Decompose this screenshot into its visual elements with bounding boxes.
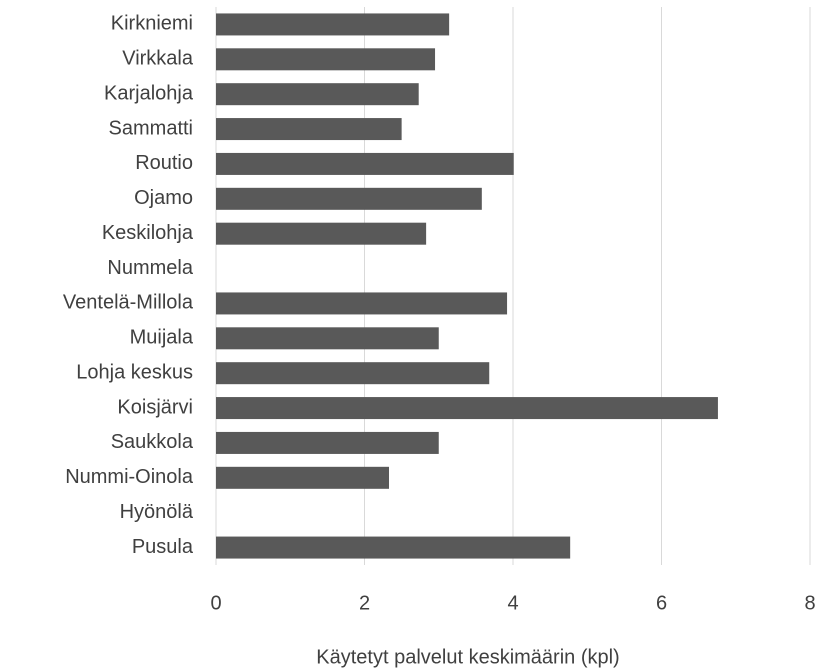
- x-tick-label: 0: [210, 592, 221, 614]
- y-tick-label: Ventelä-Millola: [63, 292, 194, 314]
- bar: [216, 152, 514, 175]
- bar: [216, 466, 390, 489]
- y-tick-label: Pusula: [132, 536, 194, 558]
- y-tick-label: Koisjärvi: [117, 396, 193, 418]
- x-tick-label: 8: [804, 592, 815, 614]
- y-tick-label: Ojamo: [134, 187, 193, 209]
- bar: [216, 13, 450, 36]
- y-tick-label: Routio: [135, 152, 193, 174]
- bar: [216, 362, 490, 385]
- bar: [216, 48, 436, 71]
- y-tick-label: Kirkniemi: [111, 13, 193, 35]
- y-tick-label: Keskilohja: [102, 222, 194, 244]
- bar: [216, 118, 402, 141]
- x-tick-label: 4: [507, 592, 518, 614]
- bar: [216, 222, 427, 245]
- bar: [216, 431, 439, 454]
- y-tick-label: Nummi-Oinola: [65, 466, 194, 488]
- x-tick-label: 6: [656, 592, 667, 614]
- y-tick-label: Saukkola: [111, 431, 194, 453]
- x-tick-label: 2: [359, 592, 370, 614]
- y-tick-label: Hyönölä: [120, 501, 194, 523]
- y-tick-label: Lohja keskus: [76, 361, 193, 383]
- y-tick-label: Nummela: [107, 257, 193, 279]
- bar: [216, 327, 439, 350]
- y-tick-label: Karjalohja: [104, 82, 194, 104]
- bar: [216, 536, 571, 559]
- y-tick-label: Muijala: [130, 327, 194, 349]
- y-tick-label: Virkkala: [122, 48, 194, 70]
- bar: [216, 292, 508, 315]
- y-tick-label: Sammatti: [109, 117, 193, 139]
- bar: [216, 187, 482, 210]
- x-axis-label: Käytetyt palvelut keskimäärin (kpl): [316, 646, 619, 668]
- bar: [216, 397, 718, 420]
- bar: [216, 83, 419, 106]
